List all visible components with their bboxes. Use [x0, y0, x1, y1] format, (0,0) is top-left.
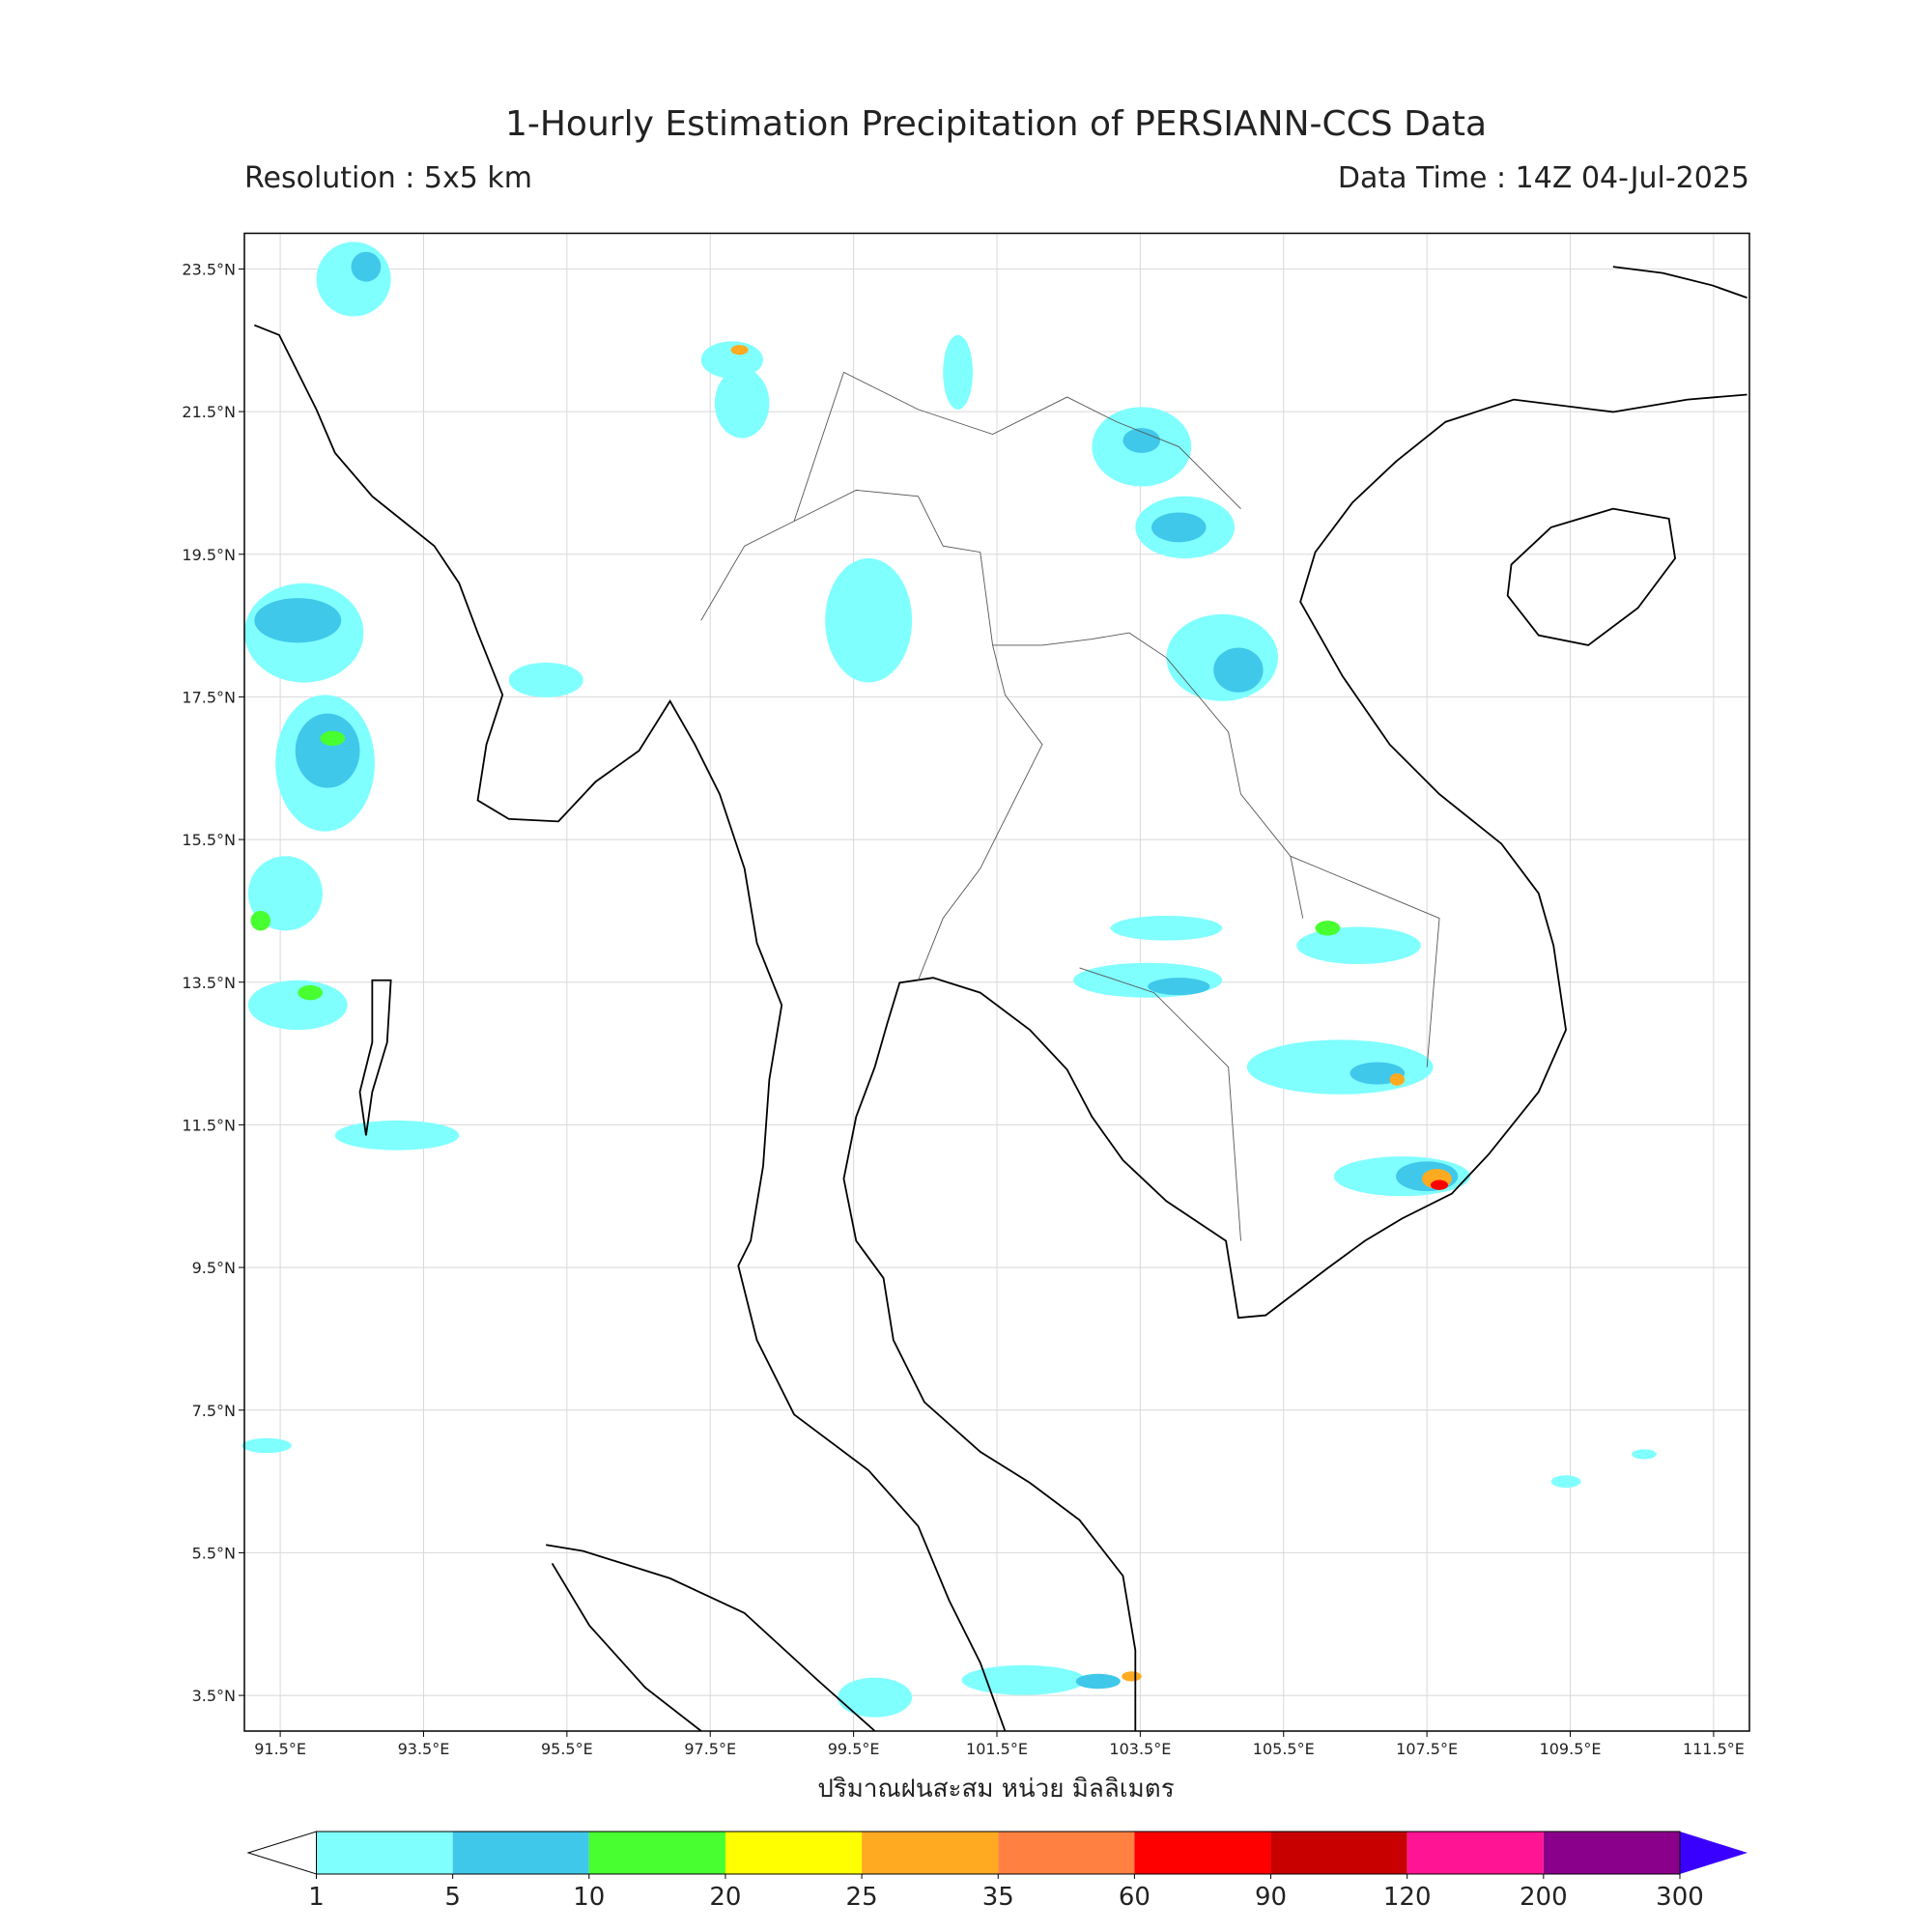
x-tick-label: 95.5°E — [541, 1740, 593, 1758]
colorbar-label: 300 — [1656, 1883, 1704, 1912]
colorbar-label: 20 — [709, 1883, 741, 1912]
grid — [244, 233, 1749, 1731]
ticks: 91.5°E 93.5°E 95.5°E 97.5°E 99.5°E 101.5°E 103… — [182, 260, 1744, 1758]
coastline — [253, 266, 1747, 1732]
borders — [700, 371, 1440, 1241]
y-tick-label: 17.5°N — [182, 688, 236, 706]
y-tick-label: 9.5°N — [192, 1259, 236, 1277]
y-tick-label: 11.5°N — [182, 1116, 236, 1134]
x-tick-label: 99.5°E — [828, 1740, 880, 1758]
colorbar-label: 5 — [444, 1883, 461, 1912]
colorbar-label: 1 — [308, 1883, 325, 1912]
colorbar-box — [452, 1832, 589, 1874]
colorbar: 1 5 10 20 25 35 60 90 120 200 300 — [246, 1831, 1747, 1912]
colorbar-box — [1134, 1832, 1271, 1874]
x-tick-label: 107.5°E — [1396, 1740, 1458, 1758]
x-tick-label: 97.5°E — [684, 1740, 736, 1758]
x-tick-label: 109.5°E — [1540, 1740, 1602, 1758]
y-tick-label: 23.5°N — [182, 260, 236, 278]
x-tick-label: 93.5°E — [398, 1740, 450, 1758]
colorbar-box — [1270, 1832, 1407, 1874]
x-tick-label: 105.5°E — [1253, 1740, 1315, 1758]
colorbar-label: 120 — [1383, 1883, 1432, 1912]
title: 1-Hourly Estimation Precipitation of PER… — [505, 104, 1487, 144]
colorbar-label: 60 — [1119, 1883, 1151, 1912]
colorbar-label: 90 — [1255, 1883, 1287, 1912]
y-tick-label: 15.5°N — [182, 831, 236, 849]
colorbar-box — [862, 1832, 999, 1874]
colorbar-label: 35 — [982, 1883, 1014, 1912]
x-tick-label: 91.5°E — [254, 1740, 306, 1758]
x-tick-label: 101.5°E — [966, 1740, 1028, 1758]
colorbar-label: 25 — [846, 1883, 878, 1912]
y-tick-label: 19.5°N — [182, 546, 236, 564]
colorbar-box — [724, 1832, 863, 1874]
y-tick-label: 21.5°N — [182, 403, 236, 421]
colorbar-box — [588, 1832, 725, 1874]
colorbar-box — [1406, 1832, 1544, 1874]
colorbar-over — [1680, 1832, 1747, 1874]
map-layer — [242, 242, 1747, 1732]
y-tick-label: 7.5°N — [192, 1402, 236, 1420]
precipitation — [242, 242, 1657, 1718]
colorbar-box — [998, 1832, 1135, 1874]
colorbar-box — [316, 1832, 453, 1874]
y-tick-label: 3.5°N — [192, 1687, 236, 1705]
x-tick-label: 111.5°E — [1683, 1740, 1745, 1758]
x-tick-label: 103.5°E — [1109, 1740, 1171, 1758]
colorbar-under — [246, 1831, 317, 1875]
resolution: Resolution : 5x5 km — [244, 161, 532, 195]
data-time: Data Time : 14Z 04-Jul-2025 — [1338, 161, 1749, 195]
colorbar-label: 200 — [1520, 1883, 1568, 1912]
colorbar-box — [1543, 1832, 1680, 1874]
x-label: ปริมาณฝนสะสม หน่วย มิลลิเมตร — [817, 1775, 1174, 1804]
y-tick-label: 5.5°N — [192, 1544, 236, 1562]
colorbar-label: 10 — [573, 1883, 605, 1912]
y-tick-label: 13.5°N — [182, 974, 236, 992]
